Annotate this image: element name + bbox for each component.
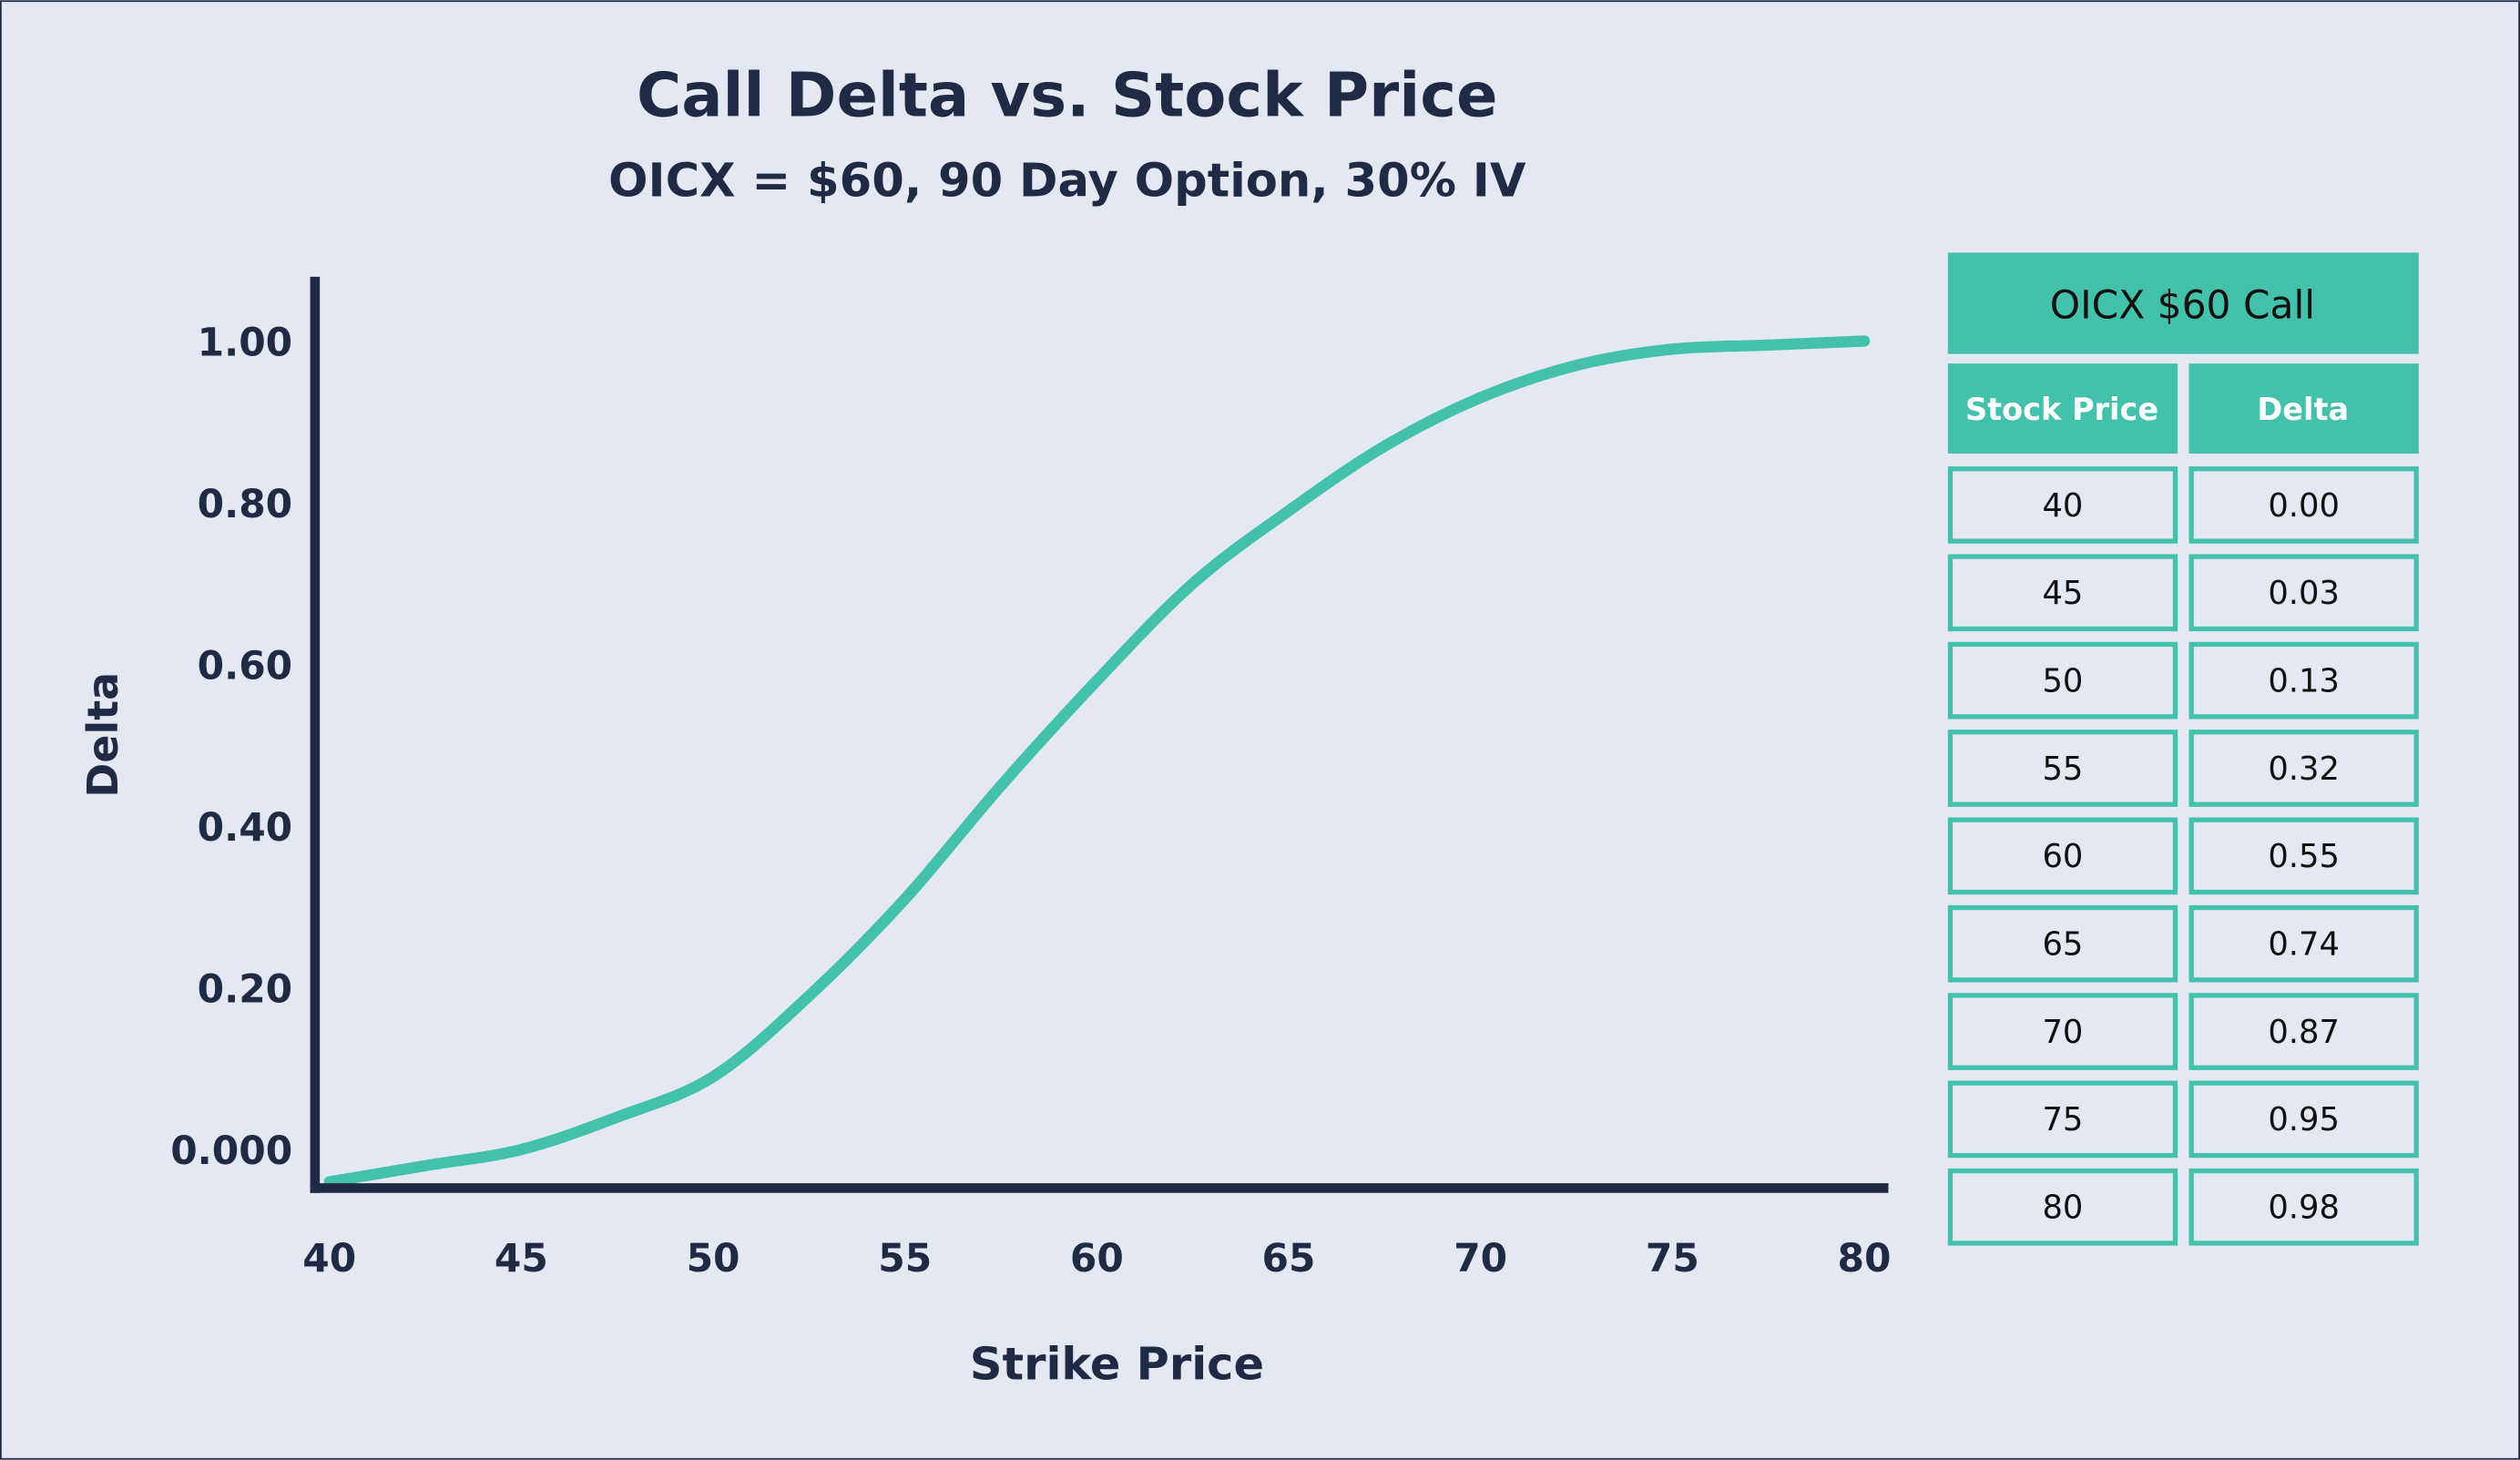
- stock-price-value: 70: [2042, 1014, 2083, 1051]
- table-row: 75 0.95: [1947, 1080, 2419, 1159]
- delta-table: OICX $60 Call Stock Price Delta 40 0.0045…: [1947, 252, 2419, 1246]
- header-cell-stock-price: [1947, 363, 2178, 454]
- table-cell: [1947, 641, 2178, 720]
- delta-value: 0.98: [2268, 1189, 2340, 1227]
- table-cell: [1947, 466, 2178, 544]
- x-tick-label: 45: [495, 1236, 548, 1281]
- x-tick-label: 50: [687, 1236, 740, 1281]
- table-row: 60 0.55: [1947, 817, 2419, 895]
- header-stock-price: Stock Price: [1965, 392, 2158, 427]
- table-cell: [1947, 993, 2178, 1070]
- table-cell: [2188, 466, 2419, 544]
- header-cell-delta: [2188, 363, 2419, 454]
- table-cell: [2188, 641, 2419, 720]
- table-row: 80 0.98: [1947, 1168, 2419, 1246]
- stock-price-value: 60: [2042, 838, 2083, 875]
- table-title: OICX $60 Call: [2050, 283, 2315, 328]
- table-row: 65 0.74: [1947, 904, 2419, 983]
- table-cell: [2188, 730, 2419, 807]
- x-tick-label: 65: [1262, 1236, 1316, 1281]
- table-cell: [2188, 1080, 2419, 1159]
- stock-price-value: 75: [2042, 1101, 2083, 1138]
- stock-price-value: 40: [2042, 487, 2083, 525]
- table-row: 45 0.03: [1947, 554, 2419, 632]
- table-cell: [1947, 904, 2178, 983]
- stock-price-value: 65: [2042, 926, 2083, 964]
- x-tick-label: 40: [302, 1236, 356, 1281]
- table-cell: [1947, 730, 2178, 807]
- x-tick-label: 80: [1838, 1236, 1892, 1281]
- stock-price-value: 45: [2042, 575, 2083, 612]
- y-tick-label: 0.40: [198, 805, 292, 850]
- table-row: 50 0.13: [1947, 641, 2419, 720]
- delta-line: [323, 335, 1871, 1188]
- x-tick-label: 70: [1454, 1236, 1507, 1281]
- delta-value: 0.13: [2268, 663, 2340, 700]
- y-tick-label: 0.80: [198, 482, 292, 526]
- delta-value: 0.87: [2268, 1014, 2340, 1051]
- stock-price-value: 55: [2042, 750, 2083, 788]
- table-row: 55 0.32: [1947, 730, 2419, 807]
- table-row: 70 0.87: [1947, 993, 2419, 1070]
- y-tick-label: 1.00: [198, 320, 292, 364]
- table-cell: [2188, 817, 2419, 895]
- table-cell: [1947, 1168, 2178, 1246]
- y-tick-label: 0.000: [170, 1128, 292, 1173]
- delta-value: 0.03: [2268, 575, 2340, 612]
- table-cell: [2188, 904, 2419, 983]
- x-axis-label: Strike Price: [970, 1337, 1264, 1390]
- y-axis-label: Delta: [78, 672, 128, 798]
- table-title-cell: [1947, 252, 2419, 354]
- chart-title: Call Delta vs. Stock Price: [637, 59, 1497, 130]
- table-cell: [2188, 993, 2419, 1070]
- table-cell: [1947, 554, 2178, 632]
- stock-price-value: 50: [2042, 663, 2083, 700]
- table-cell: [1947, 817, 2178, 895]
- x-tick-label: 55: [878, 1236, 932, 1281]
- table-cell: [2188, 554, 2419, 632]
- y-tick-label: 0.60: [198, 643, 292, 688]
- x-tick-label: 60: [1070, 1236, 1124, 1281]
- table-cell: [1947, 1080, 2178, 1159]
- chart-subtitle: OICX = $60, 90 Day Option, 30% IV: [608, 155, 1526, 209]
- table-cell: [2188, 1168, 2419, 1246]
- delta-value: 0.74: [2268, 926, 2340, 964]
- delta-value: 0.55: [2268, 838, 2340, 875]
- y-tick-label: 0.20: [198, 966, 292, 1011]
- table-row: 40 0.00: [1947, 466, 2419, 544]
- stock-price-value: 80: [2042, 1189, 2083, 1227]
- header-delta: Delta: [2257, 392, 2349, 427]
- delta-value: 0.95: [2268, 1101, 2340, 1138]
- delta-value: 0.32: [2268, 750, 2340, 788]
- delta-value: 0.00: [2268, 487, 2340, 525]
- x-tick-label: 75: [1646, 1236, 1699, 1281]
